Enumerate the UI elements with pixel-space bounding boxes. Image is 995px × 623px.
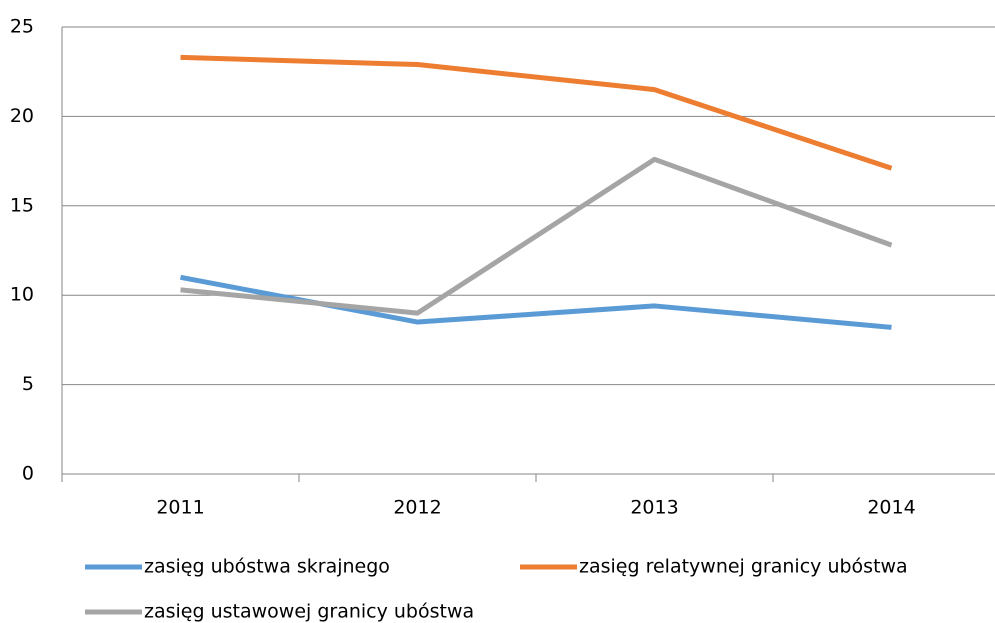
y-tick-label: 5 [22,373,34,395]
y-tick-label: 15 [10,194,34,216]
legend-label: zasięg relatywnej granicy ubóstwa [579,556,908,578]
y-tick-label: 25 [10,16,34,38]
legend-label: zasięg ustawowej granicy ubóstwa [144,601,474,623]
y-tick-label: 10 [10,284,34,306]
x-tick-label: 2011 [156,497,204,519]
legend-label: zasięg ubóstwa skrajnego [144,556,390,578]
series-line [180,54,893,171]
y-tick-label: 20 [10,105,34,127]
x-tick-label: 2014 [867,497,915,519]
x-tick-label: 2013 [630,497,678,519]
y-tick-label: 0 [22,463,34,485]
series-line [180,156,893,316]
x-tick-label: 2012 [393,497,441,519]
